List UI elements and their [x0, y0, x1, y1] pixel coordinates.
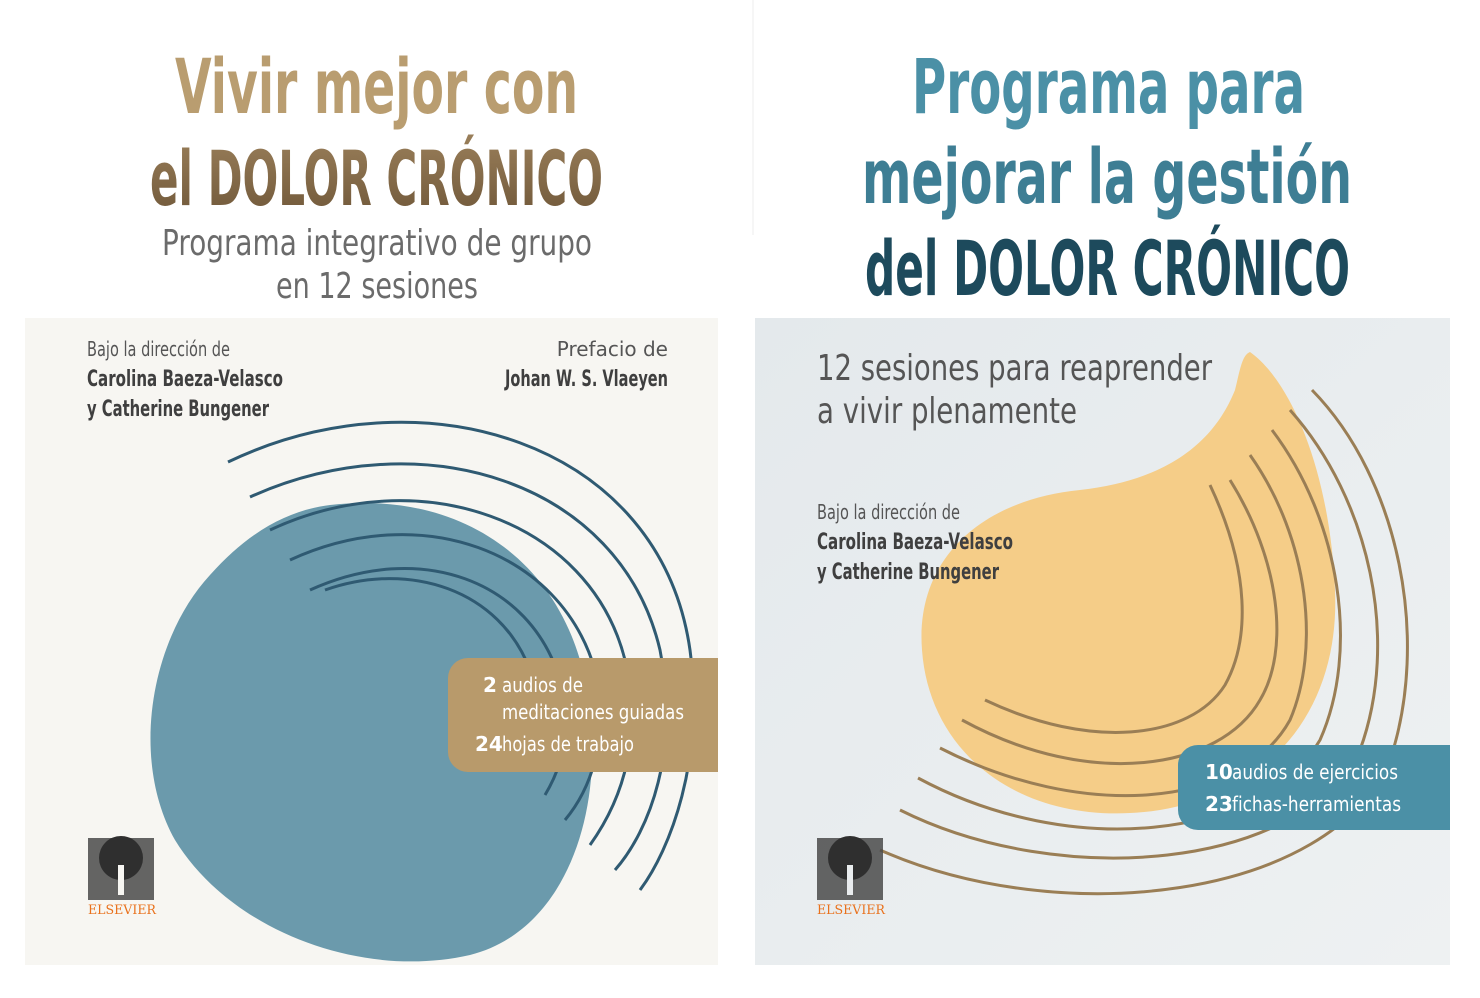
author: Carolina Baeza-Velasco	[87, 367, 283, 392]
publisher-logo	[817, 836, 883, 900]
extra-count: 24	[475, 732, 503, 756]
extra-label: audios de	[502, 673, 583, 697]
publisher: ELSEVIER	[817, 903, 886, 918]
title-line: el DOLOR CRÓNICO	[150, 133, 603, 223]
subtitle-line: en 12 sesiones	[276, 266, 478, 307]
extra-count: 10	[1205, 760, 1233, 784]
extras-banner	[1178, 745, 1450, 830]
direction-label: Bajo la dirección de	[87, 337, 230, 361]
author: y Catherine Bungener	[87, 397, 269, 422]
author: Carolina Baeza-Velasco	[817, 530, 1013, 555]
title-line: Programa para	[912, 42, 1305, 131]
publisher: ELSEVIER	[88, 903, 157, 918]
direction-label: Bajo la dirección de	[817, 500, 960, 524]
publisher-logo	[88, 836, 154, 900]
subtitle-line: 12 sesiones para reaprender	[817, 348, 1212, 389]
cover-right: Programa para mejorar la gestión del DOL…	[755, 42, 1450, 965]
arcs	[227, 420, 696, 891]
extra-label: fichas-herramientas	[1232, 792, 1401, 816]
author: y Catherine Bungener	[817, 560, 999, 585]
extra-label: audios de ejercicios	[1232, 760, 1398, 784]
extra-label: meditaciones guiadas	[502, 700, 684, 724]
subtitle-line: Programa integrativo de grupo	[162, 223, 592, 264]
cover-left: Vivir mejor con el DOLOR CRÓNICO Program…	[25, 42, 718, 965]
extra-count: 2	[483, 673, 497, 697]
preface-author: Johan W. S. Vlaeyen	[504, 367, 668, 392]
title-line: del DOLOR CRÓNICO	[865, 223, 1350, 313]
title-line: Vivir mejor con	[175, 42, 578, 131]
title-line: mejorar la gestión	[862, 132, 1352, 221]
extra-label: hojas de trabajo	[502, 732, 634, 756]
extras-banner	[448, 658, 718, 772]
preface-label: Prefacio de	[557, 337, 668, 361]
blob	[921, 352, 1336, 814]
blob	[150, 502, 593, 962]
extra-count: 23	[1205, 792, 1233, 816]
subtitle-line: a vivir plenamente	[817, 391, 1077, 432]
